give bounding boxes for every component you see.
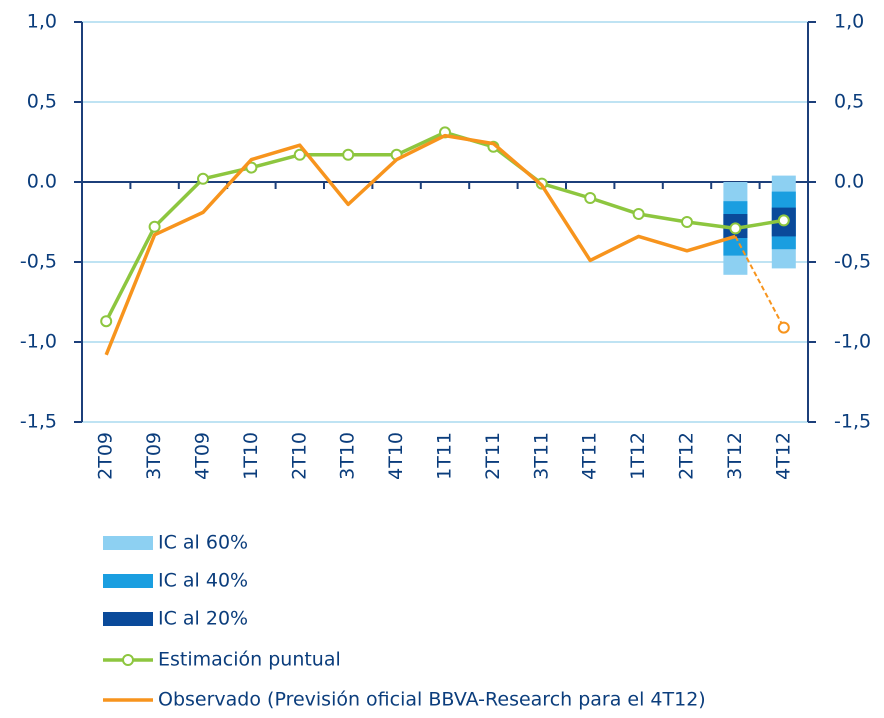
x-tick-label: 1T11 <box>434 432 456 480</box>
marker <box>100 315 113 328</box>
marker <box>197 172 209 185</box>
y-tick-label: 0.0 <box>27 171 57 193</box>
line <box>104 133 736 356</box>
y-tick-label: -1,5 <box>20 411 57 433</box>
dashed-line <box>734 235 785 329</box>
marker <box>584 192 597 204</box>
legend-swatch <box>103 574 153 588</box>
y-tick-label: 0,5 <box>27 91 57 113</box>
legend-label: IC al 20% <box>158 608 248 630</box>
marker <box>293 148 306 161</box>
x-tick-label: 4T12 <box>772 432 794 480</box>
x-tick-label: 2T12 <box>676 432 698 480</box>
x-tick-label: 3T11 <box>530 432 552 480</box>
marker <box>729 222 742 235</box>
marker <box>681 216 693 228</box>
x-tick-label: 3T12 <box>724 432 746 480</box>
legend-label: IC al 40% <box>158 570 248 592</box>
y-tick-label: -0,5 <box>20 251 57 273</box>
x-tick-label: 2T10 <box>288 432 310 480</box>
line <box>104 130 785 322</box>
legend-label: Estimación puntual <box>158 649 341 671</box>
x-tick-label: 4T10 <box>385 432 407 480</box>
marker <box>632 208 645 220</box>
y2-tick-label: 1,0 <box>834 11 864 33</box>
y2-tick-label: 0.0 <box>834 171 864 193</box>
x-tick-label: 1T10 <box>240 432 262 480</box>
legend-swatch <box>103 536 153 550</box>
legend-label: Observado (Previsión oficial BBVA-Resear… <box>158 689 706 711</box>
marker <box>777 321 790 334</box>
y2-tick-label: -1,5 <box>834 411 871 433</box>
x-tick-label: 2T11 <box>482 432 504 480</box>
y2-tick-label: -0,5 <box>834 251 871 273</box>
x-tick-label: 1T12 <box>627 432 649 480</box>
x-tick-label: 4T11 <box>579 432 601 480</box>
y-tick-label: -1,0 <box>20 331 57 353</box>
x-tick-label: 3T10 <box>337 432 359 480</box>
y2-tick-label: 0,5 <box>834 91 864 113</box>
marker <box>342 148 355 161</box>
legend-swatch <box>103 612 153 626</box>
y-tick-label: 1,0 <box>27 11 57 33</box>
x-tick-label: 4T09 <box>192 432 214 480</box>
legend-label: IC al 60% <box>158 532 248 554</box>
marker <box>777 214 790 227</box>
x-tick-label: 3T09 <box>143 432 165 480</box>
x-tick-label: 2T09 <box>95 432 117 480</box>
y2-tick-label: -1,0 <box>834 331 871 353</box>
marker <box>148 220 161 233</box>
legend-marker <box>122 654 134 666</box>
